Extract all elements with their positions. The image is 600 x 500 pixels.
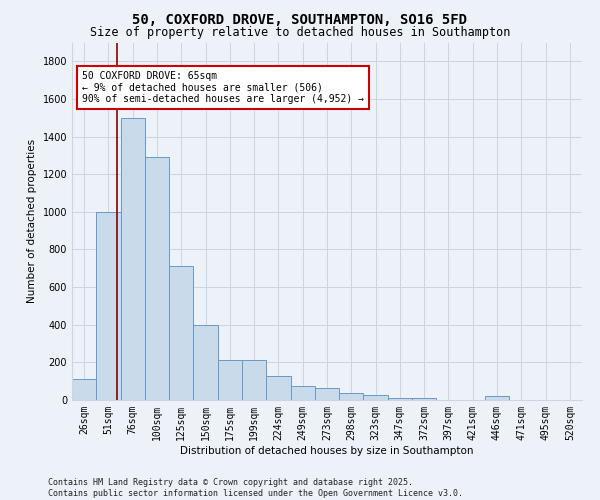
Bar	[485, 396, 509, 400]
Bar	[364, 396, 388, 400]
Bar	[96, 212, 121, 400]
Bar	[72, 380, 96, 400]
Bar	[218, 360, 242, 400]
Bar	[242, 360, 266, 400]
Bar	[193, 324, 218, 400]
Bar	[169, 266, 193, 400]
X-axis label: Distribution of detached houses by size in Southampton: Distribution of detached houses by size …	[180, 446, 474, 456]
Bar	[266, 376, 290, 400]
Bar	[145, 158, 169, 400]
Bar	[388, 398, 412, 400]
Text: 50 COXFORD DROVE: 65sqm
← 9% of detached houses are smaller (506)
90% of semi-de: 50 COXFORD DROVE: 65sqm ← 9% of detached…	[82, 71, 364, 104]
Bar	[412, 398, 436, 400]
Text: 50, COXFORD DROVE, SOUTHAMPTON, SO16 5FD: 50, COXFORD DROVE, SOUTHAMPTON, SO16 5FD	[133, 12, 467, 26]
Bar	[290, 386, 315, 400]
Bar	[121, 118, 145, 400]
Bar	[339, 394, 364, 400]
Text: Contains HM Land Registry data © Crown copyright and database right 2025.
Contai: Contains HM Land Registry data © Crown c…	[48, 478, 463, 498]
Bar	[315, 388, 339, 400]
Y-axis label: Number of detached properties: Number of detached properties	[27, 139, 37, 304]
Text: Size of property relative to detached houses in Southampton: Size of property relative to detached ho…	[90, 26, 510, 39]
